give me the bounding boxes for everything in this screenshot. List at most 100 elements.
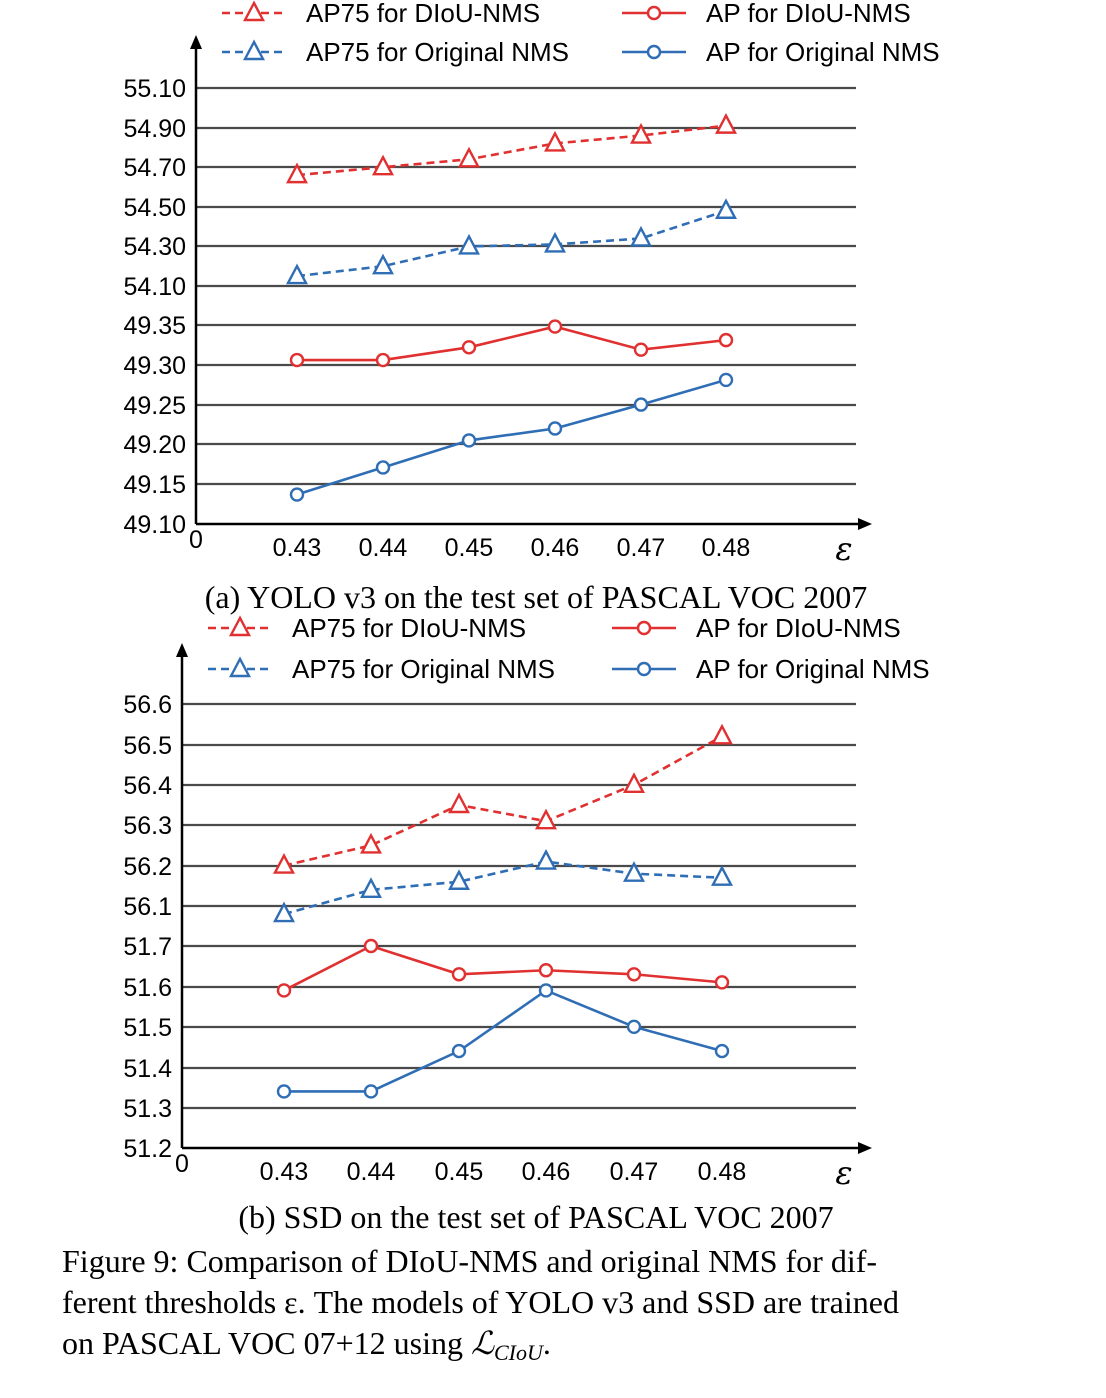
data-point-circle — [626, 1019, 642, 1035]
data-point-triangle — [544, 130, 566, 152]
y-tick-label: 51.5 — [123, 1014, 172, 1042]
legend-label: AP75 for Original NMS — [306, 37, 569, 67]
legend-label: AP for Original NMS — [696, 654, 930, 684]
y-tick-label: 51.4 — [123, 1055, 172, 1083]
legend-marker-circle — [646, 5, 662, 21]
legend-marker-circle — [636, 661, 652, 677]
data-point-circle — [375, 460, 391, 475]
x-axis-arrow — [858, 518, 872, 530]
data-point-triangle — [711, 865, 733, 886]
legend-label: AP for DIoU-NMS — [706, 0, 911, 28]
data-point-circle — [633, 397, 649, 412]
legend-label: AP75 for Original NMS — [292, 654, 555, 684]
data-point-triangle — [273, 853, 295, 874]
data-point-circle — [289, 352, 305, 368]
y-axis-arrow — [190, 35, 202, 49]
y-tick-label: 56.2 — [123, 853, 172, 881]
legend-entry: AP for Original NMS — [612, 654, 930, 684]
figure-caption-period: . — [543, 1325, 551, 1361]
data-point-circle — [547, 421, 563, 436]
legend-entry: AP75 for Original NMS — [222, 37, 569, 67]
y-tick-label: 56.5 — [123, 732, 172, 760]
legend-marker-triangle — [229, 656, 251, 678]
legend-label: AP75 for DIoU-NMS — [306, 0, 540, 28]
data-point-triangle — [535, 808, 557, 830]
data-point-circle — [461, 340, 477, 355]
figure-caption-line-2: ferent thresholds ε. The models of YOLO … — [62, 1284, 899, 1320]
chart-yolo-v3: 49.10 49.15 49.20 49.25 49.30 49.35 54.10 54.30… — [123, 0, 939, 615]
data-point-triangle — [535, 848, 557, 870]
chart-caption: (b) SSD on the test set of PASCAL VOC 20… — [238, 1199, 833, 1235]
data-point-triangle — [630, 225, 652, 247]
x-tick-label: 0.47 — [610, 1158, 659, 1186]
data-point-triangle — [544, 231, 566, 253]
data-point-triangle — [286, 263, 308, 285]
x-tick-label: 0.44 — [347, 1158, 396, 1186]
data-point-triangle — [448, 792, 470, 814]
data-point-circle — [363, 938, 379, 954]
legend-marker-circle — [646, 44, 662, 60]
chart-caption: (a) YOLO v3 on the test set of PASCAL VO… — [205, 579, 868, 615]
data-point-triangle — [623, 772, 645, 793]
x-tick-label: 0.44 — [359, 534, 408, 562]
x-tick-label: 0.45 — [435, 1158, 484, 1186]
legend-marker-circle — [636, 620, 652, 636]
data-point-circle — [276, 983, 292, 998]
x-axis-label: ε — [835, 530, 852, 568]
y-tick-label: 49.10 — [123, 511, 186, 539]
data-point-circle — [633, 342, 649, 357]
y-tick-label: 49.30 — [123, 352, 186, 380]
x-tick-label: 0.48 — [698, 1158, 747, 1186]
data-point-triangle — [372, 253, 394, 275]
data-point-circle — [547, 319, 563, 334]
y-tick-label: 49.35 — [123, 312, 186, 340]
y-tick-label: 51.3 — [123, 1095, 172, 1123]
legend-label: AP for DIoU-NMS — [696, 613, 901, 643]
y-tick-label: 56.6 — [123, 691, 172, 719]
data-point-circle — [538, 983, 554, 998]
legend-entry: AP75 for Original NMS — [208, 654, 555, 684]
series-line — [284, 988, 723, 1093]
loss-symbol: ℒ — [471, 1325, 495, 1361]
x-tick-label: 0.45 — [445, 534, 494, 562]
data-point-circle — [276, 1084, 292, 1099]
series-line — [296, 378, 727, 496]
legend-entry: AP for DIoU-NMS — [622, 0, 911, 28]
x-tick-label: 0.43 — [260, 1158, 309, 1186]
series-line — [297, 325, 727, 362]
y-tick-label: 54.30 — [123, 233, 186, 261]
series-line — [283, 944, 723, 992]
legend-entry: AP75 for DIoU-NMS — [208, 613, 526, 643]
data-point-circle — [375, 352, 391, 368]
data-point-triangle — [273, 901, 295, 923]
data-point-triangle — [458, 233, 480, 255]
data-point-circle — [718, 372, 734, 388]
data-point-circle — [451, 967, 467, 982]
x-tick-label: 0.47 — [617, 534, 666, 562]
data-point-triangle — [360, 877, 382, 899]
data-point-triangle — [360, 832, 382, 854]
legend-marker-triangle — [243, 39, 265, 61]
x-tick-label: 0.46 — [531, 534, 580, 562]
origin-label: 0 — [189, 526, 203, 554]
y-tick-label: 55.10 — [123, 75, 186, 103]
data-point-circle — [363, 1084, 379, 1099]
x-tick-label: 0.43 — [273, 534, 322, 562]
legend-label: AP75 for DIoU-NMS — [292, 613, 526, 643]
legend-entry: AP for Original NMS — [622, 37, 940, 67]
y-tick-label: 51.7 — [123, 933, 172, 961]
y-tick-label: 51.6 — [123, 974, 172, 1002]
y-tick-label: 56.3 — [123, 812, 172, 840]
data-point-circle — [461, 433, 477, 448]
x-axis-arrow — [858, 1142, 872, 1154]
series-line — [283, 860, 723, 916]
y-tick-label: 51.2 — [123, 1135, 172, 1163]
y-tick-label: 49.20 — [123, 431, 186, 459]
figure-caption-line-1: Figure 9: Comparison of DIoU-NMS and ori… — [62, 1243, 877, 1279]
data-point-triangle — [623, 861, 645, 882]
data-point-triangle — [715, 113, 737, 134]
y-axis-arrow — [176, 643, 188, 657]
data-point-triangle — [448, 869, 470, 890]
y-tick-label: 56.1 — [123, 893, 172, 921]
